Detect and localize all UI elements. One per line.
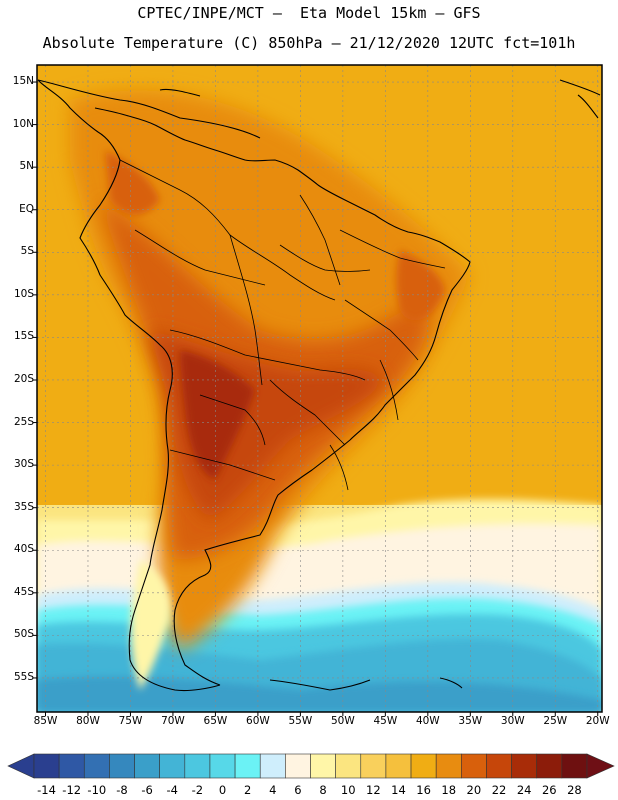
colorbar-label: 24 [516,783,532,797]
colorbar-swatch [234,753,261,779]
colorbar-label: 2 [243,783,252,797]
coastlines [37,79,601,692]
title-line-1: CPTEC/INPE/MCT – Eta Model 15km – GFS [137,4,481,22]
lon-label: 60W [246,715,270,727]
colorbar-label: 18 [441,783,457,797]
lon-label: 75W [118,715,143,727]
lat-label: 20S [13,372,34,385]
colorbar-swatch [435,753,462,779]
lon-label: 45W [373,715,398,727]
lon-label: 85W [33,715,58,727]
colorbar-label: 14 [391,783,406,797]
colorbar-swatch [109,753,135,779]
title-line-2: Absolute Temperature (C) 850hPa – 21/12/… [42,34,576,52]
colorbar [7,753,615,779]
colorbar-swatch [486,753,512,779]
colorbar-under-arrow [7,753,35,779]
colorbar-label: 6 [294,783,302,797]
colorbar-label: -14 [37,783,56,797]
colorbar-swatch [536,753,563,779]
colorbar-label: 26 [541,783,557,797]
colorbar-swatch [360,753,387,779]
colorbar-label: 10 [340,783,356,797]
colorbar-swatch [561,753,588,779]
colorbar-over-arrow [586,753,615,779]
borders [119,159,446,491]
colorbar-label: -4 [166,783,178,797]
lon-label: 80W [76,715,100,727]
colorbar-label: -6 [141,783,153,797]
colorbar-label: -12 [62,783,82,797]
colorbar-swatch [209,753,236,779]
lat-label: 45S [13,585,34,598]
colorbar-swatch [285,753,311,779]
map-frame [36,64,603,713]
grid-lines [37,65,602,712]
axis-ticks [33,81,599,716]
lon-label: 40W [415,715,440,727]
lat-label: 15S [13,330,34,343]
colorbar-label: -8 [116,783,128,797]
colorbar-label: 8 [319,783,327,797]
lat-label: 35S [13,500,34,513]
temperature-field [37,65,602,712]
lat-label: EQ [19,202,34,215]
colorbar-label: 0 [218,783,227,797]
colorbar-swatch [159,753,186,779]
colorbar-swatch [33,753,60,779]
lat-label: 10N [12,117,34,130]
colorbar-label: 20 [466,783,482,797]
lon-label: 25W [543,715,568,727]
colorbar-label: -10 [87,783,107,797]
colorbar-swatch [410,753,437,779]
lat-label: 10S [13,287,34,300]
colorbar-swatch [259,753,286,779]
lat-label: 5S [20,245,34,258]
lon-label: 20W [585,715,610,727]
lon-label: 55W [288,715,313,727]
colorbar-label: 28 [567,783,582,797]
lon-label: 70W [161,715,185,727]
lat-label: 50S [13,628,34,641]
colorbar-label: 22 [491,783,507,797]
lon-label: 35W [458,715,483,727]
colorbar-swatch [58,753,85,779]
colorbar-swatch [511,753,538,779]
colorbar-label: 4 [269,783,277,797]
colorbar-swatch [335,753,362,779]
lat-label: 5N [19,160,34,173]
lat-label: 55S [13,670,34,683]
lat-label: 15N [12,75,34,88]
lat-label: 40S [13,543,34,556]
colorbar-label: 12 [366,783,381,797]
colorbar-swatch [310,753,336,779]
lat-label: 25S [13,415,34,428]
lon-label: 30W [500,715,525,727]
colorbar-swatch [461,753,487,779]
lon-label: 50W [330,715,355,727]
colorbar-swatch [83,753,110,779]
colorbar-label: -2 [191,783,204,797]
colorbar-swatch [184,753,211,779]
colorbar-swatch [134,753,160,779]
lat-label: 30S [13,458,34,471]
lon-label: 65W [203,715,228,727]
colorbar-label: 16 [416,783,431,797]
colorbar-swatch [385,753,412,779]
